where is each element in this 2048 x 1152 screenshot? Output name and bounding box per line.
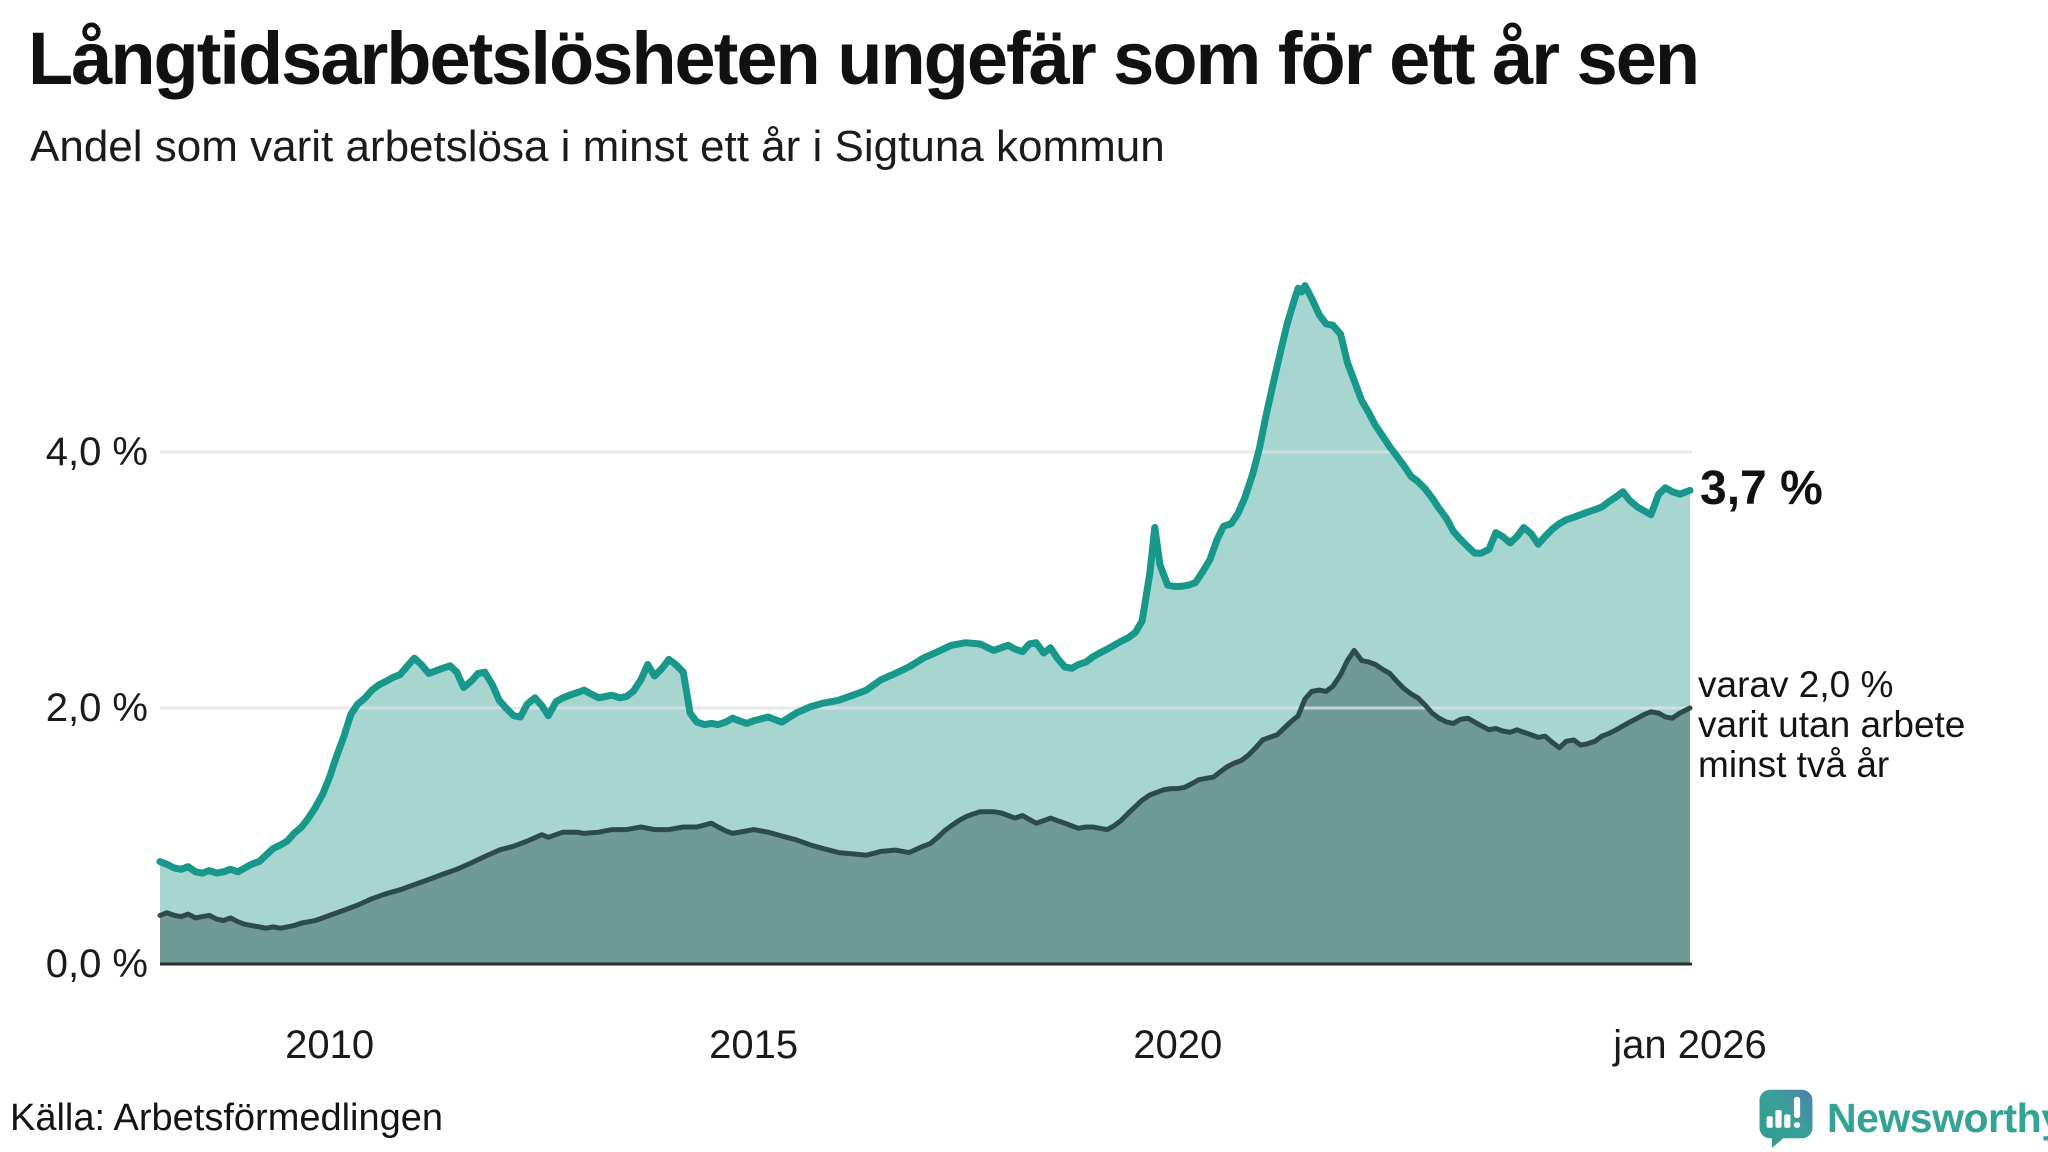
y-axis-label-4pct: 4,0 % <box>45 430 148 474</box>
annotation-line-2: varit utan arbete <box>1698 704 1966 745</box>
annotation-line-3: minst två år <box>1698 744 1890 785</box>
source-caption: Källa: Arbetsförmedlingen <box>10 1097 444 1139</box>
newsworthy-bubble-chart-icon <box>1759 1089 1813 1148</box>
chart-title: Långtidsarbetslösheten ungefär som för e… <box>28 17 1700 100</box>
x-axis-label-2020: 2020 <box>1133 1023 1223 1067</box>
area-fill-two-years <box>160 650 1690 964</box>
line-two-years <box>157 647 1693 931</box>
x-axis-label-2010: 2010 <box>285 1023 375 1067</box>
end-value-label-one-year: 3,7 % <box>1700 462 1823 515</box>
newsworthy-logo[interactable]: Newsworthy <box>1757 1088 2048 1148</box>
line-one-year <box>156 282 1694 877</box>
x-axis-label-jan-2026: jan 2026 <box>1613 1023 1767 1067</box>
annotation-line-1: varav 2,0 % <box>1698 664 1894 705</box>
y-axis-label-0pct: 0,0 % <box>45 942 148 986</box>
end-annotation-two-years: varav 2,0 % varit utan arbete minst två … <box>1698 665 1965 785</box>
chart-subtitle: Andel som varit arbetslösa i minst ett å… <box>30 122 1165 171</box>
y-axis-label-2pct: 2,0 % <box>45 686 148 730</box>
newsworthy-wordmark: Newsworthy <box>1827 1094 2048 1141</box>
x-axis-label-2015: 2015 <box>709 1023 799 1067</box>
